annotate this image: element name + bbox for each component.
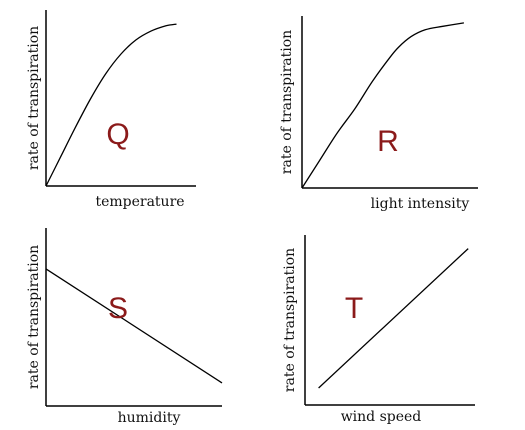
series-line xyxy=(45,23,177,187)
panel-s: humidity rate of transpiration S xyxy=(26,228,223,426)
panel-letter: T xyxy=(345,292,363,325)
y-axis-label: rate of transpiration xyxy=(282,248,298,392)
panel-letter: S xyxy=(108,292,128,325)
panel-r: light intensity rate of transpiration R xyxy=(279,16,478,212)
series-line xyxy=(301,22,465,189)
y-axis-label: rate of transpiration xyxy=(26,26,42,170)
x-axis-label: wind speed xyxy=(341,409,422,425)
series-line xyxy=(45,268,223,384)
x-axis-label: light intensity xyxy=(371,196,470,212)
panel-letter: Q xyxy=(106,118,129,151)
y-axis-label: rate of transpiration xyxy=(26,245,42,389)
y-axis-label: rate of transpiration xyxy=(279,30,295,174)
panel-t: wind speed rate of transpiration T xyxy=(282,235,475,425)
x-axis-label: humidity xyxy=(118,410,181,426)
series-line xyxy=(318,248,469,389)
x-axis-label: temperature xyxy=(95,194,184,210)
panel-q: temperature rate of transpiration Q xyxy=(26,10,196,210)
panel-letter: R xyxy=(377,125,399,158)
